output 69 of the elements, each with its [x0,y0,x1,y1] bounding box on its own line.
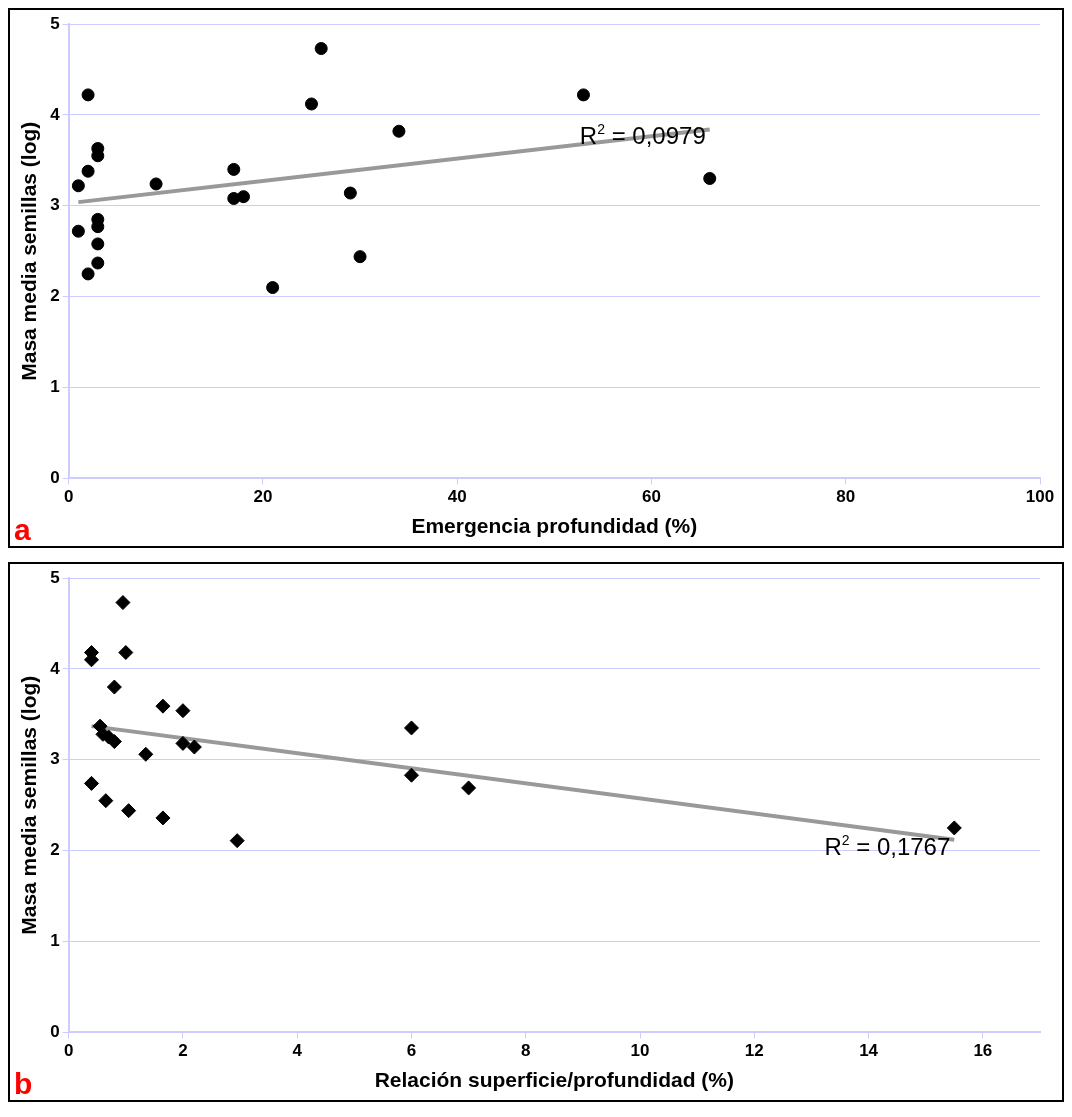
point [121,803,137,819]
point [946,820,962,836]
point [343,186,357,200]
y-tick-label: 5 [50,567,60,587]
point [81,164,95,178]
x-tick-label: 60 [642,487,661,507]
x-tick-label: 10 [630,1041,650,1061]
y-tick-label: 2 [50,286,60,306]
point [576,88,590,102]
x-tick-label: 40 [447,487,467,507]
point [91,149,105,163]
x-tick-label: 100 [1025,487,1055,507]
x-tick-label: 6 [406,1041,417,1061]
y-tick-label: 3 [50,749,60,769]
point [229,833,245,849]
point [149,177,163,191]
point [138,746,154,762]
point [118,645,134,661]
x-tick-label: 20 [253,487,273,507]
y-tick-label: 0 [50,468,60,488]
point [304,97,318,111]
x-tick-label: 80 [836,487,856,507]
x-tick-label: 8 [521,1041,531,1061]
y-axis-title: Masa media semillas (log) [17,675,41,935]
y-tick-label: 2 [50,840,60,860]
y-tick-label: 4 [50,104,61,124]
x-tick-label: 12 [744,1041,764,1061]
y-tick-label: 1 [50,377,60,397]
point [91,256,105,270]
point [186,739,202,755]
y-tick-label: 5 [50,13,60,33]
point [314,42,328,56]
point [392,124,406,138]
y-tick-label: 4 [50,658,61,678]
text: a [14,513,31,546]
point [91,237,105,251]
x-tick-label: 4 [292,1041,303,1061]
point [84,775,100,791]
point [155,810,171,826]
y-tick-label: 0 [50,1022,60,1042]
x-tick-label: 14 [859,1041,879,1061]
point [461,780,477,796]
point [106,679,122,695]
point [266,281,280,295]
x-tick-label: 0 [63,1041,74,1061]
point [71,224,85,238]
point [115,595,131,611]
point [403,767,419,783]
point [175,735,191,751]
point [353,250,367,264]
point [175,703,191,719]
text: b [14,1067,33,1100]
y-tick-label: 3 [50,195,60,215]
point [237,190,250,204]
point [227,162,241,176]
y-axis-title: Masa media semillas (log) [17,121,41,381]
x-tick-label: 16 [973,1041,993,1061]
point [81,88,95,102]
point [71,179,85,193]
point [703,172,717,185]
point [98,793,114,809]
x-tick-label: 2 [178,1041,188,1061]
point [155,698,171,714]
point [403,720,419,736]
y-tick-label: 1 [50,931,60,951]
x-tick-label: 0 [63,487,74,507]
point [81,267,95,281]
x-axis-title: Relación superficie/profundidad (%) [374,1068,735,1092]
x-axis-title: Emergencia profundidad (%) [411,514,698,538]
